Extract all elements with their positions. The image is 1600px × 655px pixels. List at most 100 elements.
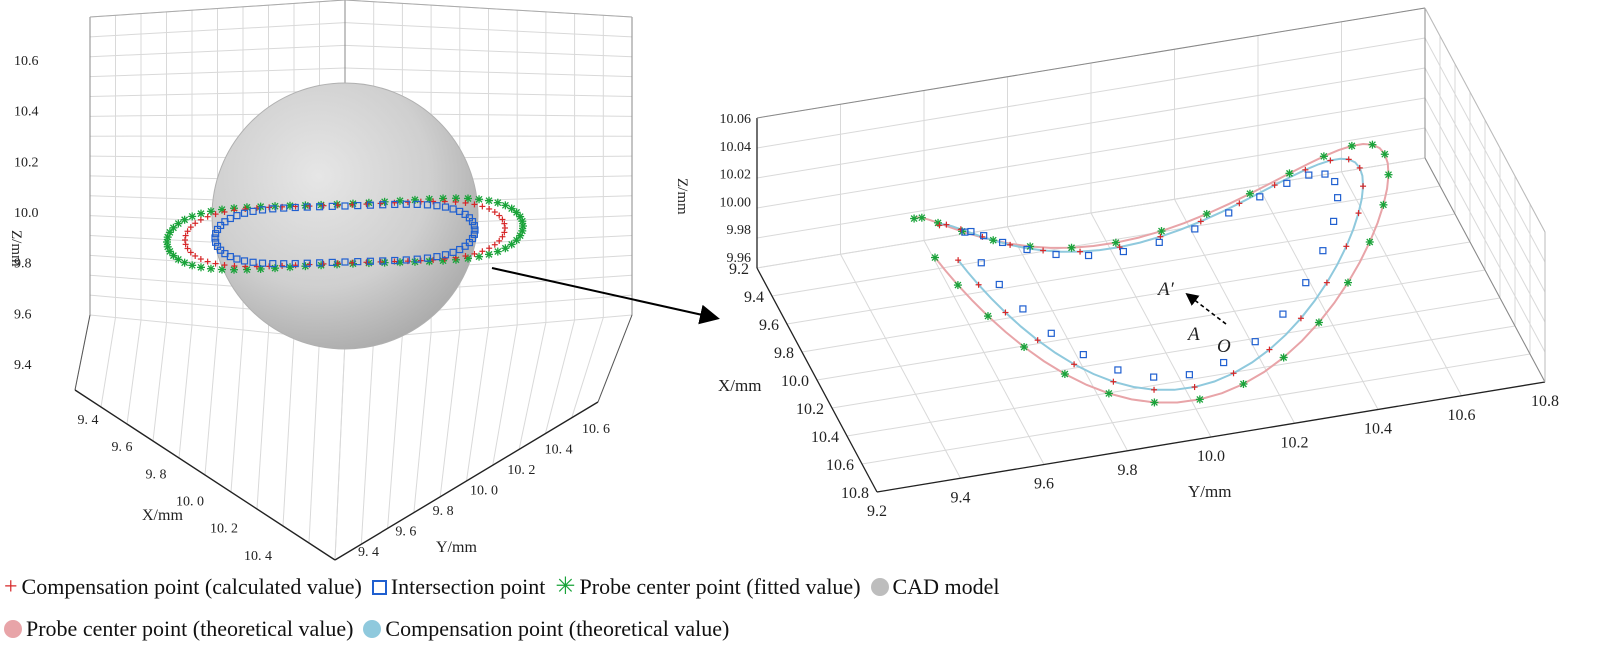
intersection-point [249,258,257,266]
grid-line [756,67,1426,179]
intersection-point [316,203,324,211]
probe-fitted-point [1060,369,1069,378]
probe-fitted-point [1279,353,1288,362]
compensation-calc-point [279,262,286,269]
star-d2 [439,195,447,202]
grid-line [256,332,269,510]
grid-line [89,22,346,38]
intersection-point [1047,329,1055,337]
legend-item-probe-theoretical: Probe center point (theoretical value) [4,616,353,642]
compensation-calc-point [212,211,219,218]
star-d2 [934,219,942,227]
probe-fitted-point [206,264,215,273]
x-tick-label: 9. 8 [146,467,167,482]
y-tick-label: 9. 4 [358,545,379,560]
probe-fitted-point [1379,200,1388,209]
probe-fitted-point [174,219,183,228]
compensation-calc-point [499,233,506,240]
grid-line [1174,199,1295,424]
star-d2 [954,281,962,289]
y-tick-label: 10. 0 [470,484,498,499]
star-d2 [501,201,509,209]
probe-fitted-point [333,260,342,269]
grid-line [518,322,547,450]
grid-line [89,44,346,58]
star-d2 [1150,399,1158,406]
compensation-calc-point [1355,210,1362,217]
probe-fitted-point [1380,150,1389,159]
probe-fitted-point [989,236,998,245]
compensation-calc-point [1343,243,1350,250]
compensation-calc-point [231,263,238,270]
z-tick-label: 9.8 [14,257,32,272]
star-d2 [349,200,357,208]
star-d2 [464,254,472,262]
star-d2 [475,195,483,203]
z-tick-label: 9.4 [14,358,32,373]
compensation-calc-point [212,260,219,267]
intersection-point [1225,209,1233,217]
compensation-calc-point [184,228,191,235]
compensation-calc-point [404,199,411,206]
grid-line [1424,97,1546,323]
left-y-axis-label: Y/mm [436,539,477,556]
compensation-calc-point [1297,315,1304,322]
star-d2 [1239,380,1247,388]
grid-line [1341,171,1462,396]
intersection-point [216,221,225,230]
grid-line [571,317,604,418]
star-d2 [257,265,265,273]
probe-fitted-point [910,214,919,223]
compensation-calc-point [943,221,950,228]
grid-line [100,317,116,408]
star-d2 [1381,150,1389,158]
left-z-axis-label: Z/mm [8,230,24,267]
legend-label: Probe center point (theoretical value) [26,616,354,641]
intersection-point [1079,351,1087,359]
probe-fitted-point [380,258,389,267]
legend-row-2: Probe center point (theoretical value) C… [4,616,739,642]
intersection-point [1155,238,1163,246]
intersection-point [1321,170,1329,178]
intersection-point [441,203,450,211]
compensation-calc-point [471,250,478,257]
compensation-calc-point [1040,247,1047,254]
compensation-calc-point [182,241,189,248]
legend-item-compensation-calculated: + Compensation point (calculated value) [4,574,362,600]
star-d2 [181,259,189,267]
intersection-point [391,200,399,209]
compensation-calc-point [1271,182,1278,189]
intersection-point [316,259,324,267]
legend-item-cad-model: CAD model [870,574,999,600]
y-tick-label: 9. 6 [395,525,416,540]
star-d2 [1061,370,1069,378]
probe-fitted-point [516,231,525,240]
star-d2 [1320,152,1328,160]
y-tick-label: 9.2 [867,503,887,520]
compensation-calc-point [955,257,962,264]
intersection-point [999,238,1007,247]
legend-row-1: + Compensation point (calculated value) … [4,574,1009,600]
star-d2 [411,196,419,204]
star-d2 [230,266,238,274]
x-tick-label: 10. 0 [176,495,204,510]
probe-fitted-point [1314,318,1323,327]
label-a: A [1186,324,1200,345]
intersection-point [1256,193,1264,201]
intersection-point [1084,251,1093,260]
label-o: O [1217,336,1231,357]
star-d2 [1246,190,1254,198]
left-x-axis-label: X/mm [142,507,183,524]
intersection-point [258,206,267,214]
label-a-prime: A′ [1156,279,1175,300]
star-d2 [169,252,177,260]
probe-fitted-point [271,264,280,273]
z-tick-label: 9.6 [14,307,32,322]
grid-line [89,67,346,78]
star-d2 [271,264,279,272]
box-edge [1424,7,1546,233]
box-edge [89,0,346,18]
compensation-calc-point [1327,157,1334,164]
probe-fitted-point [333,200,342,209]
y-tick-label: 9.4 [951,489,971,506]
